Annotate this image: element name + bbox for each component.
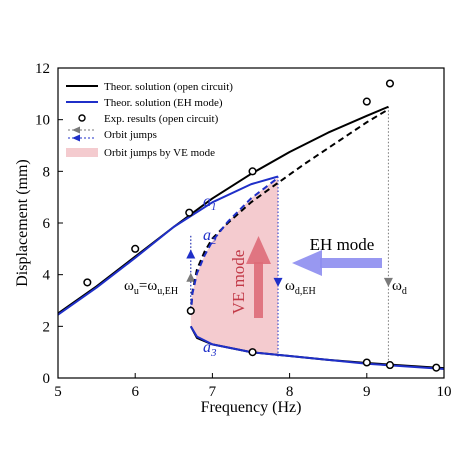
legend-swatch-orbit-jumps	[68, 126, 96, 142]
exp-point	[385, 361, 395, 370]
x-tick-label: 7	[209, 384, 217, 400]
theor-solution-eh-mode-unstable-line	[189, 176, 279, 315]
legend-label-ve-region: Orbit jumps by VE mode	[104, 147, 215, 159]
omega-d-label: ωd	[392, 278, 407, 297]
jump-arrow-gray-up	[186, 272, 196, 282]
exp-point	[83, 278, 92, 287]
exp-point	[185, 208, 194, 217]
exp-point	[385, 79, 395, 88]
theor-solution-eh-mode-upper-stable-line	[57, 175, 279, 316]
ve-mode-label: VE mode	[229, 250, 248, 315]
exp-point	[186, 306, 195, 315]
axis-ticks: 5 6 7 8 9 10 0 2 4 6 8 10 12	[35, 61, 452, 400]
exp-point	[131, 244, 140, 253]
jump-arrow-blue-up	[186, 249, 196, 259]
x-tick-label: 10	[437, 384, 452, 400]
label-a3: a3	[203, 339, 217, 359]
orbit-jump-lines	[186, 106, 393, 366]
y-tick-label: 6	[43, 216, 51, 232]
y-tick-label: 12	[35, 61, 50, 77]
ve-mode-arrow	[246, 236, 271, 318]
exp-point	[362, 97, 371, 106]
legend-swatch-ve-region	[66, 148, 98, 157]
x-tick-label: 9	[363, 384, 371, 400]
x-tick-label: 6	[131, 384, 139, 400]
y-axis-label: Displacement (mm)	[14, 159, 31, 287]
exp-point	[432, 363, 441, 372]
experimental-markers	[83, 79, 441, 372]
label-a1: a1	[203, 193, 217, 213]
legend-label-open-circuit: Theor. solution (open circuit)	[104, 81, 233, 93]
x-axis-label: Frequency (Hz)	[201, 399, 302, 416]
omega-deh-label: ωd,EH	[285, 278, 316, 297]
label-a2: a2	[203, 227, 217, 247]
jump-arrow-gray-down	[383, 277, 393, 287]
y-tick-label: 0	[43, 371, 51, 387]
legend-label-experimental: Exp. results (open circuit)	[104, 113, 219, 125]
exp-point	[248, 167, 257, 176]
omega-u-label: ωu=ωu,EH	[124, 278, 178, 297]
y-tick-label: 4	[43, 268, 51, 284]
eh-mode-arrow	[292, 250, 382, 276]
legend-label-eh-mode: Theor. solution (EH mode)	[104, 97, 223, 109]
y-tick-label: 8	[43, 164, 51, 180]
eh-mode-label: EH mode	[310, 235, 375, 254]
x-tick-label: 8	[286, 384, 294, 400]
y-tick-label: 10	[35, 113, 50, 129]
x-tick-label: 5	[54, 384, 62, 400]
legend-label-orbit-jumps: Orbit jumps	[104, 129, 157, 141]
legend: Theor. solution (open circuit) Theor. so…	[66, 81, 233, 159]
y-tick-label: 2	[43, 319, 51, 335]
theor-solution-open-circuit-upper-stable-line	[57, 105, 389, 315]
exp-point	[248, 348, 257, 357]
legend-swatch-experimental	[78, 114, 86, 122]
jump-arrow-blue-down	[273, 277, 283, 287]
exp-point	[362, 358, 371, 367]
